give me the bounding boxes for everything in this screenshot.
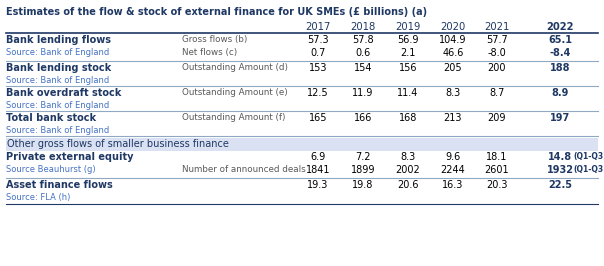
Text: 2020: 2020 bbox=[440, 22, 466, 32]
Text: 168: 168 bbox=[399, 113, 417, 123]
Text: 2019: 2019 bbox=[395, 22, 421, 32]
Text: 22.5: 22.5 bbox=[548, 180, 572, 190]
Text: 165: 165 bbox=[309, 113, 327, 123]
Text: 2244: 2244 bbox=[441, 165, 465, 175]
Text: Gross flows (b): Gross flows (b) bbox=[182, 35, 248, 44]
Text: 8.3: 8.3 bbox=[445, 88, 461, 98]
Text: 46.6: 46.6 bbox=[442, 48, 464, 58]
Text: 6.9: 6.9 bbox=[310, 152, 326, 162]
Text: 153: 153 bbox=[309, 63, 327, 73]
Text: Bank lending flows: Bank lending flows bbox=[6, 35, 111, 45]
Text: 14.8: 14.8 bbox=[548, 152, 572, 162]
Text: 8.3: 8.3 bbox=[400, 152, 416, 162]
Text: Bank overdraft stock: Bank overdraft stock bbox=[6, 88, 121, 98]
Text: 104.9: 104.9 bbox=[439, 35, 467, 45]
Text: 1899: 1899 bbox=[351, 165, 375, 175]
Text: Other gross flows of smaller business finance: Other gross flows of smaller business fi… bbox=[7, 139, 229, 149]
Text: 200: 200 bbox=[488, 63, 506, 73]
Text: 9.6: 9.6 bbox=[445, 152, 461, 162]
Text: 20.3: 20.3 bbox=[486, 180, 508, 190]
Bar bbox=[6, 138, 598, 151]
Text: 7.2: 7.2 bbox=[355, 152, 371, 162]
Text: Source Beauhurst (g): Source Beauhurst (g) bbox=[6, 165, 95, 174]
Text: 2017: 2017 bbox=[305, 22, 330, 32]
Text: Source: Bank of England: Source: Bank of England bbox=[6, 76, 109, 85]
Text: Outstanding Amount (d): Outstanding Amount (d) bbox=[182, 63, 288, 72]
Text: 19.3: 19.3 bbox=[307, 180, 329, 190]
Text: Source: Bank of England: Source: Bank of England bbox=[6, 126, 109, 135]
Text: 0.7: 0.7 bbox=[310, 48, 326, 58]
Text: Number of announced deals: Number of announced deals bbox=[182, 165, 306, 174]
Text: 1841: 1841 bbox=[306, 165, 330, 175]
Text: 12.5: 12.5 bbox=[307, 88, 329, 98]
Text: 1932: 1932 bbox=[547, 165, 574, 175]
Text: Bank lending stock: Bank lending stock bbox=[6, 63, 111, 73]
Text: 16.3: 16.3 bbox=[442, 180, 464, 190]
Text: 18.1: 18.1 bbox=[486, 152, 508, 162]
Text: Net flows (c): Net flows (c) bbox=[182, 48, 237, 57]
Text: 213: 213 bbox=[444, 113, 462, 123]
Text: Asset finance flows: Asset finance flows bbox=[6, 180, 113, 190]
Text: 57.7: 57.7 bbox=[486, 35, 508, 45]
Text: 2018: 2018 bbox=[350, 22, 376, 32]
Text: 2.1: 2.1 bbox=[400, 48, 416, 58]
Text: (Q1-Q3): (Q1-Q3) bbox=[573, 165, 604, 174]
Text: 8.9: 8.9 bbox=[551, 88, 569, 98]
Text: 2021: 2021 bbox=[484, 22, 510, 32]
Text: 11.9: 11.9 bbox=[352, 88, 374, 98]
Text: Estimates of the flow & stock of external finance for UK SMEs (£ billions) (a): Estimates of the flow & stock of externa… bbox=[6, 7, 427, 17]
Text: -8.4: -8.4 bbox=[549, 48, 571, 58]
Text: Total bank stock: Total bank stock bbox=[6, 113, 96, 123]
Text: 57.3: 57.3 bbox=[307, 35, 329, 45]
Text: 20.6: 20.6 bbox=[397, 180, 419, 190]
Text: 19.8: 19.8 bbox=[352, 180, 374, 190]
Text: 2022: 2022 bbox=[546, 22, 574, 32]
Text: 11.4: 11.4 bbox=[397, 88, 419, 98]
Text: 65.1: 65.1 bbox=[548, 35, 572, 45]
Text: Outstanding Amount (f): Outstanding Amount (f) bbox=[182, 113, 286, 122]
Text: Private external equity: Private external equity bbox=[6, 152, 133, 162]
Text: Source: FLA (h): Source: FLA (h) bbox=[6, 193, 71, 202]
Text: 166: 166 bbox=[354, 113, 372, 123]
Text: -8.0: -8.0 bbox=[487, 48, 506, 58]
Text: Source: Bank of England: Source: Bank of England bbox=[6, 101, 109, 110]
Text: Outstanding Amount (e): Outstanding Amount (e) bbox=[182, 88, 288, 97]
Text: 2601: 2601 bbox=[484, 165, 509, 175]
Text: 57.8: 57.8 bbox=[352, 35, 374, 45]
Text: 0.6: 0.6 bbox=[355, 48, 371, 58]
Text: (Q1-Q3): (Q1-Q3) bbox=[573, 152, 604, 161]
Text: 156: 156 bbox=[399, 63, 417, 73]
Text: Source: Bank of England: Source: Bank of England bbox=[6, 48, 109, 57]
Text: 197: 197 bbox=[550, 113, 570, 123]
Text: 154: 154 bbox=[354, 63, 372, 73]
Text: 56.9: 56.9 bbox=[397, 35, 419, 45]
Text: 2002: 2002 bbox=[396, 165, 420, 175]
Text: 209: 209 bbox=[488, 113, 506, 123]
Text: 8.7: 8.7 bbox=[489, 88, 505, 98]
Text: 205: 205 bbox=[444, 63, 462, 73]
Text: 188: 188 bbox=[550, 63, 570, 73]
